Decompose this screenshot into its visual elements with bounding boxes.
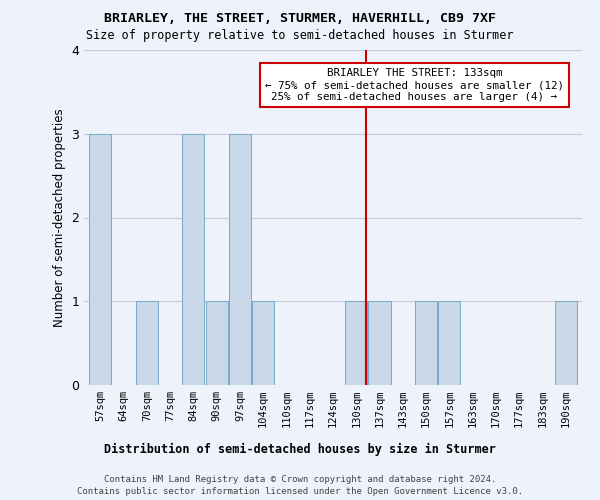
Bar <box>182 134 205 385</box>
Bar <box>554 301 577 385</box>
Text: BRIARLEY, THE STREET, STURMER, HAVERHILL, CB9 7XF: BRIARLEY, THE STREET, STURMER, HAVERHILL… <box>104 12 496 26</box>
Text: BRIARLEY THE STREET: 133sqm
← 75% of semi-detached houses are smaller (12)
25% o: BRIARLEY THE STREET: 133sqm ← 75% of sem… <box>265 68 564 102</box>
Bar <box>345 301 367 385</box>
Text: Size of property relative to semi-detached houses in Sturmer: Size of property relative to semi-detach… <box>86 29 514 42</box>
Bar <box>136 301 158 385</box>
Text: Distribution of semi-detached houses by size in Sturmer: Distribution of semi-detached houses by … <box>104 442 496 456</box>
Text: Contains HM Land Registry data © Crown copyright and database right 2024.: Contains HM Land Registry data © Crown c… <box>104 475 496 484</box>
Bar <box>206 301 227 385</box>
Text: Contains public sector information licensed under the Open Government Licence v3: Contains public sector information licen… <box>77 488 523 496</box>
Bar <box>229 134 251 385</box>
Y-axis label: Number of semi-detached properties: Number of semi-detached properties <box>53 108 65 327</box>
Bar <box>415 301 437 385</box>
Bar <box>439 301 460 385</box>
Bar <box>368 301 391 385</box>
Bar <box>252 301 274 385</box>
Bar <box>89 134 112 385</box>
